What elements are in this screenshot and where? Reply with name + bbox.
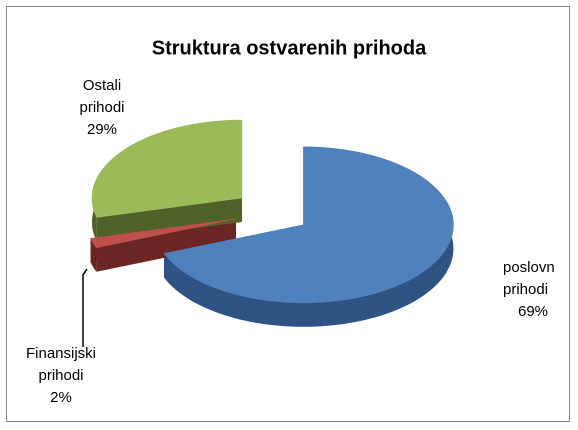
slice-label: Ostali prihodi 29% bbox=[67, 75, 137, 141]
slice-side bbox=[90, 238, 97, 272]
value-label: 29% bbox=[86, 121, 118, 138]
slice bbox=[91, 119, 243, 218]
category-label: poslovn prihodi bbox=[503, 259, 555, 298]
slice-label: Finansijski prihodi 2% bbox=[11, 343, 111, 409]
slice-side bbox=[96, 198, 242, 242]
category-label: Ostali prihodi bbox=[79, 77, 125, 116]
chart: Struktura ostvarenih prihoda bbox=[82, 37, 454, 347]
slice bbox=[90, 218, 236, 249]
slice-label: poslovn prihodi 69% bbox=[503, 257, 569, 323]
value-label: 69% bbox=[517, 303, 549, 320]
value-label: 2% bbox=[50, 389, 72, 406]
chart-frame: Struktura ostvarenih prihoda poslovn pri… bbox=[6, 6, 570, 422]
category-label: Finansijski prihodi bbox=[25, 345, 97, 384]
chart-title: Struktura ostvarenih prihoda bbox=[152, 37, 427, 59]
slice bbox=[163, 146, 454, 304]
slice-tops bbox=[90, 119, 454, 304]
slice-side bbox=[90, 219, 236, 263]
leader-line bbox=[82, 268, 88, 347]
